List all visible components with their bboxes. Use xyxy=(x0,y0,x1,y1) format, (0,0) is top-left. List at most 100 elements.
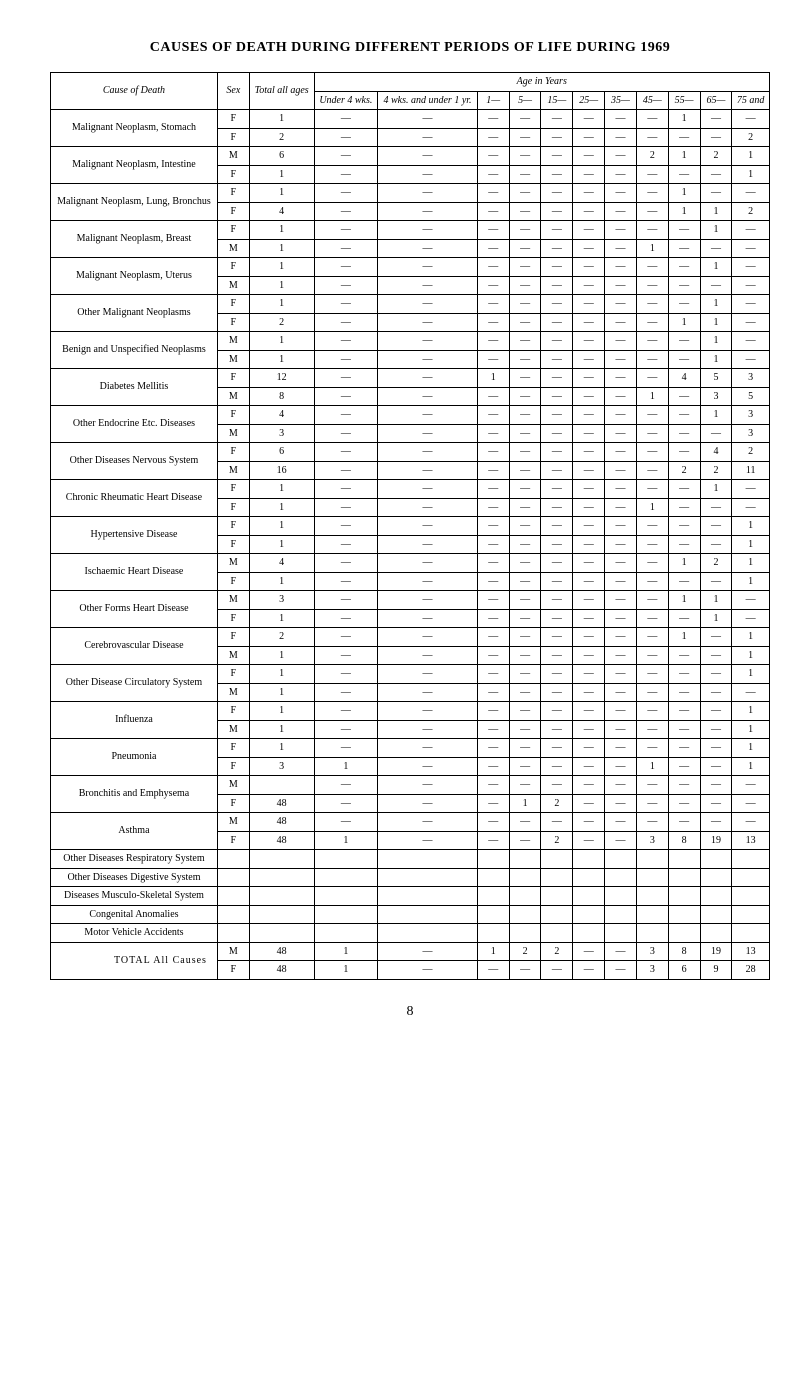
cell: F xyxy=(217,110,249,129)
cell: — xyxy=(314,313,378,332)
cell: — xyxy=(732,258,770,277)
cell: — xyxy=(477,480,509,499)
cell: 1 xyxy=(668,591,700,610)
cause-cell: Bronchitis and Emphysema xyxy=(51,776,218,813)
cell: — xyxy=(378,295,478,314)
cell xyxy=(509,850,541,869)
cell: — xyxy=(573,276,605,295)
cell: — xyxy=(668,517,700,536)
cell: — xyxy=(509,350,541,369)
cell: — xyxy=(636,461,668,480)
cell: M xyxy=(217,276,249,295)
cell: — xyxy=(573,757,605,776)
cell: — xyxy=(605,517,637,536)
cell: F xyxy=(217,258,249,277)
cell: — xyxy=(573,628,605,647)
cell: — xyxy=(477,424,509,443)
cell: — xyxy=(314,147,378,166)
cell: 1 xyxy=(700,350,732,369)
cell: — xyxy=(378,554,478,573)
cell: — xyxy=(477,258,509,277)
cell: 48 xyxy=(249,961,314,980)
table-row: Diabetes MellitisF12——1—————453 xyxy=(51,369,770,388)
cell: — xyxy=(378,517,478,536)
cell: 1 xyxy=(732,517,770,536)
table-row: Bronchitis and EmphysemaM——————————— xyxy=(51,776,770,795)
cell: — xyxy=(573,813,605,832)
cell: — xyxy=(378,350,478,369)
cell: — xyxy=(636,295,668,314)
cell xyxy=(700,850,732,869)
cell xyxy=(541,868,573,887)
cell: — xyxy=(477,332,509,351)
cell: — xyxy=(314,202,378,221)
table-row: Malignant Neoplasm, StomachF1————————1—— xyxy=(51,110,770,129)
cell: — xyxy=(605,221,637,240)
cell: 4 xyxy=(249,554,314,573)
cell: — xyxy=(636,424,668,443)
cell: 8 xyxy=(668,831,700,850)
cell: 1 xyxy=(249,646,314,665)
cell: — xyxy=(509,461,541,480)
cell xyxy=(573,868,605,887)
cell: — xyxy=(668,406,700,425)
cause-cell: Other Disease Circulatory System xyxy=(51,665,218,702)
cell: 2 xyxy=(700,461,732,480)
cell: — xyxy=(668,387,700,406)
cell: — xyxy=(573,332,605,351)
cell: 2 xyxy=(732,202,770,221)
cell: 1 xyxy=(732,739,770,758)
table-row: Ischaemic Heart DiseaseM4————————121 xyxy=(51,554,770,573)
cell: — xyxy=(668,739,700,758)
cell: — xyxy=(732,813,770,832)
cell: — xyxy=(700,535,732,554)
table-row: Other Forms Heart DiseaseM3————————11— xyxy=(51,591,770,610)
cell: — xyxy=(477,239,509,258)
cell: 1 xyxy=(477,369,509,388)
cell xyxy=(668,905,700,924)
cell: — xyxy=(700,794,732,813)
cell: — xyxy=(700,683,732,702)
cell: F xyxy=(217,739,249,758)
cell: — xyxy=(541,517,573,536)
cell: — xyxy=(573,369,605,388)
cell: — xyxy=(700,498,732,517)
cell: — xyxy=(314,498,378,517)
cell: — xyxy=(378,720,478,739)
cell: — xyxy=(541,369,573,388)
cell: — xyxy=(700,276,732,295)
cell: 6 xyxy=(249,443,314,462)
header-age-spanner: Age in Years xyxy=(314,73,770,92)
cell: — xyxy=(700,646,732,665)
cell xyxy=(477,868,509,887)
cell: F xyxy=(217,295,249,314)
cell: — xyxy=(477,165,509,184)
table-row: Other Diseases Digestive System xyxy=(51,868,770,887)
cell: — xyxy=(541,683,573,702)
cell: — xyxy=(700,110,732,129)
cell xyxy=(217,905,249,924)
cell xyxy=(217,868,249,887)
cell: — xyxy=(636,794,668,813)
cell: — xyxy=(541,239,573,258)
cell: — xyxy=(700,424,732,443)
cell: — xyxy=(477,665,509,684)
cause-cell: Malignant Neoplasm, Stomach xyxy=(51,110,218,147)
cell: — xyxy=(541,165,573,184)
cell: — xyxy=(509,813,541,832)
cell: — xyxy=(668,239,700,258)
cell: — xyxy=(636,813,668,832)
cell: — xyxy=(314,443,378,462)
cell: 1 xyxy=(700,609,732,628)
cell: — xyxy=(573,110,605,129)
cell: 2 xyxy=(732,128,770,147)
cell: 9 xyxy=(700,961,732,980)
cell: F xyxy=(217,406,249,425)
cause-cell: Congenital Anomalies xyxy=(51,905,218,924)
cell: — xyxy=(668,424,700,443)
cell: — xyxy=(573,961,605,980)
cell: 4 xyxy=(249,406,314,425)
cell: — xyxy=(509,110,541,129)
cell: — xyxy=(668,128,700,147)
cell: — xyxy=(700,702,732,721)
